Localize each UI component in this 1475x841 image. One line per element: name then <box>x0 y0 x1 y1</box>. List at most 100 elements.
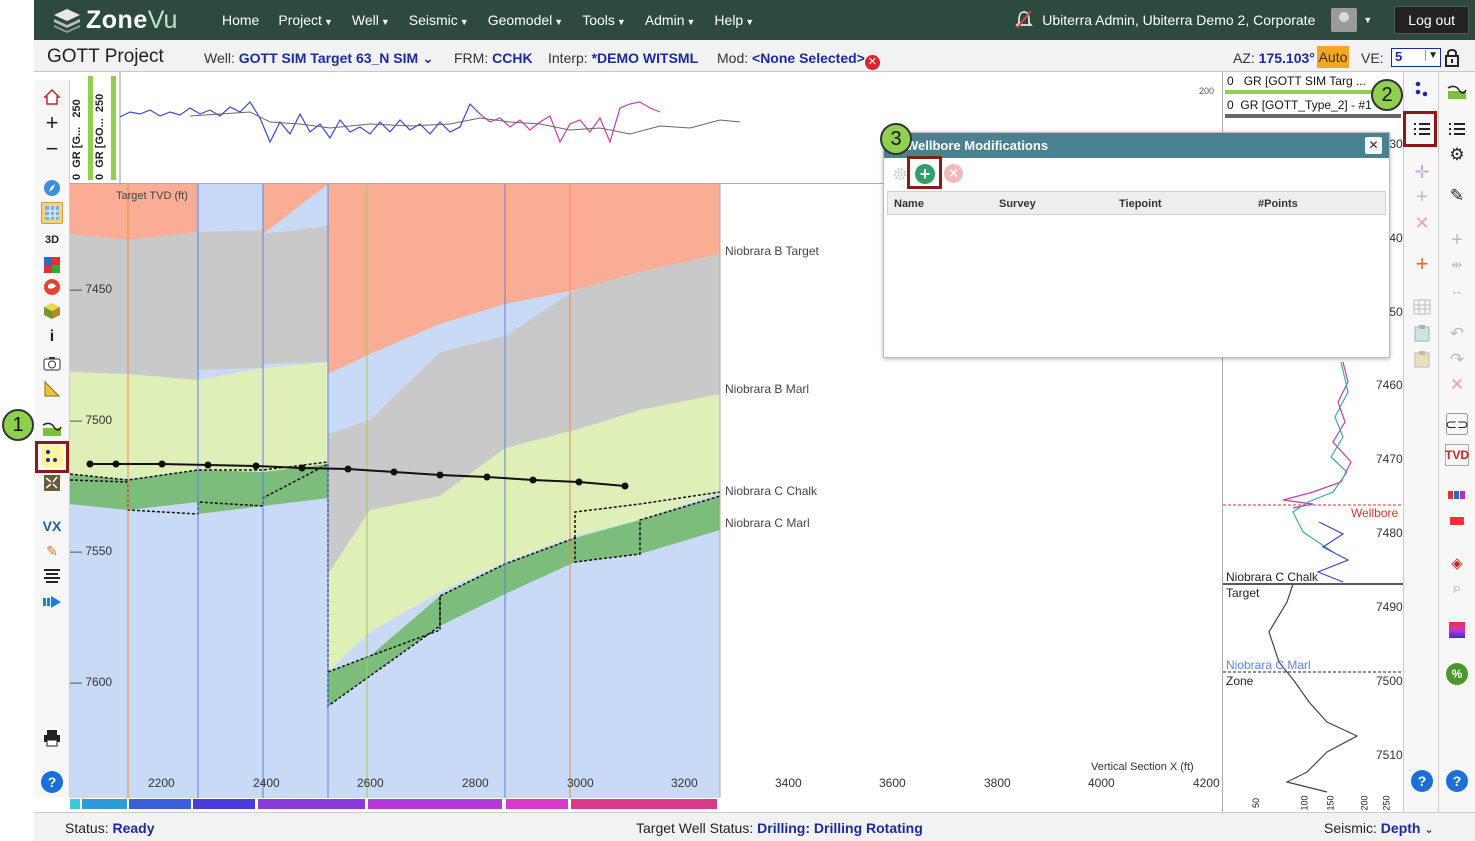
nav-geomodel[interactable]: Geomodel ▼ <box>488 12 564 28</box>
cross-section-view[interactable]: Target TVD (ft) — 7450 — 7500 — 7550 — 7… <box>70 184 1222 798</box>
chevron-down-icon: ⌄ <box>422 50 434 66</box>
points-icon[interactable] <box>41 445 63 467</box>
link-icon[interactable]: ⊂⊃ <box>1445 413 1469 435</box>
ruler-icon[interactable] <box>41 378 63 400</box>
column-header-name[interactable]: Name <box>894 198 924 210</box>
clipboard-icon[interactable] <box>1411 322 1433 344</box>
plus-icon[interactable]: + <box>1416 185 1428 208</box>
formation-label: Niobrara B Marl <box>725 382 810 396</box>
seismic-mode-selector[interactable]: Seismic: Depth ⌄ <box>1324 820 1434 836</box>
tvd-tick-value: 7600 <box>85 675 113 689</box>
nav-project[interactable]: Project ▼ <box>278 12 333 28</box>
split-icon[interactable]: ⇹ <box>1451 257 1463 272</box>
color-blocks-icon[interactable] <box>1446 484 1468 506</box>
table-icon[interactable] <box>1411 296 1433 318</box>
avatar[interactable] <box>1331 8 1358 32</box>
mod-field: Mod: <None Selected> ✕ <box>717 50 880 70</box>
seismic-icon[interactable] <box>41 254 63 276</box>
help-icon[interactable]: ? <box>1446 770 1468 792</box>
layers-icon[interactable]: ◈ <box>1451 555 1463 572</box>
vertical-exaggeration-select[interactable]: 5 ▼ <box>1391 48 1441 67</box>
crosshair-icon[interactable]: + <box>1415 251 1429 276</box>
auto-azimuth-button[interactable]: Auto <box>1317 46 1349 68</box>
compass-icon[interactable] <box>41 177 63 199</box>
red-block-icon[interactable] <box>1446 510 1468 532</box>
lines-icon[interactable] <box>41 565 63 587</box>
nav-help[interactable]: Help ▼ <box>714 12 754 28</box>
points-icon[interactable] <box>1411 78 1433 100</box>
remove-icon[interactable]: ✕ <box>1414 212 1430 233</box>
zoom-in-icon[interactable]: + <box>45 110 59 135</box>
well-selector[interactable]: Well: GOTT SIM Target 63_N SIM ⌄ <box>204 50 434 67</box>
chevron-down-icon: ▼ <box>323 17 333 27</box>
percent-icon[interactable]: % <box>1446 663 1468 685</box>
add-point-icon[interactable]: ✛ <box>1414 161 1430 182</box>
info-icon[interactable]: i <box>49 328 55 345</box>
nav-home[interactable]: Home <box>222 12 260 28</box>
home-icon[interactable] <box>41 86 63 108</box>
zonevu-logo[interactable]: Zone Vu <box>52 6 202 35</box>
column-header-tiepoint[interactable]: Tiepoint <box>1119 198 1162 210</box>
zoom-out-icon[interactable]: − <box>45 136 59 161</box>
curve-icon[interactable] <box>1446 80 1468 102</box>
mod-label: Mod: <box>717 50 749 66</box>
print-icon[interactable] <box>41 727 63 749</box>
clear-mod-icon[interactable]: ✕ <box>864 55 880 70</box>
dialog-title[interactable]: Wellbore Modifications <box>884 133 1389 158</box>
seismic-value: Depth <box>1380 820 1421 836</box>
gear-icon[interactable]: ⚙ <box>1449 145 1465 164</box>
lock-icon[interactable] <box>1444 47 1460 67</box>
chevron-down-icon[interactable]: ▼ <box>1363 15 1373 25</box>
notifications-off-icon[interactable] <box>1014 10 1034 30</box>
plus-icon[interactable]: + <box>1451 228 1463 251</box>
mod-value[interactable]: <None Selected> <box>752 50 865 66</box>
column-header-points[interactable]: #Points <box>1258 198 1298 210</box>
edit-icon[interactable]: ✎ <box>1449 186 1465 205</box>
wellbore-modifications-dialog: Wellbore Modifications ✕ + ✕ Name Survey… <box>883 132 1390 358</box>
help-icon[interactable]: ? <box>1411 770 1433 792</box>
delete-modification-button[interactable]: ✕ <box>944 164 963 183</box>
column-header-survey[interactable]: Survey <box>999 198 1036 210</box>
vx-icon[interactable]: VX <box>42 518 62 534</box>
project-header-bar: GOTT Project Well: GOTT SIM Target 63_N … <box>34 40 1475 72</box>
nav-well[interactable]: Well ▼ <box>352 12 390 28</box>
chevron-down-icon: ▼ <box>380 17 390 27</box>
nav-admin[interactable]: Admin ▼ <box>645 12 696 28</box>
bottom-scale-tick: 150 <box>1325 795 1336 811</box>
curve-icon[interactable] <box>41 417 63 439</box>
ve-label: VE: <box>1361 50 1384 66</box>
nav-seismic[interactable]: Seismic ▼ <box>409 12 469 28</box>
list-icon[interactable] <box>1411 118 1433 140</box>
undo-icon[interactable]: ↶ <box>1449 324 1465 343</box>
highlight-box-add-button <box>907 156 942 189</box>
top-navigation-bar: Zone Vu Home Project ▼ Well ▼ Seismic ▼ Geom… <box>34 0 1475 40</box>
scatter-icon[interactable] <box>41 472 63 494</box>
pencil-icon[interactable]: ✎ <box>46 542 58 559</box>
merge-icon[interactable]: ↔ <box>1450 282 1464 298</box>
camera-icon[interactable] <box>41 352 63 374</box>
clear-icon[interactable]: ✕ <box>1449 375 1465 394</box>
dialog-close-button[interactable]: ✕ <box>1365 137 1382 154</box>
nav-tools[interactable]: Tools ▼ <box>582 12 626 28</box>
grid-icon[interactable] <box>41 202 63 224</box>
globe-icon[interactable] <box>41 276 63 298</box>
tvd-toggle-button[interactable]: TVD <box>1445 444 1469 466</box>
help-icon[interactable]: ? <box>41 771 63 793</box>
logout-button[interactable]: Log out <box>1394 6 1469 34</box>
paste-icon[interactable] <box>1411 348 1433 370</box>
list-icon[interactable] <box>1446 118 1468 140</box>
nav-tools-label: Tools <box>582 12 615 28</box>
target-status-value: Drilling: Drilling Rotating <box>757 820 923 836</box>
add-modification-button[interactable]: + <box>915 164 935 184</box>
gear-icon[interactable] <box>892 166 908 182</box>
cube-icon[interactable] <box>41 300 63 322</box>
3d-icon[interactable]: 3D <box>44 234 60 246</box>
search-icon[interactable]: ⌕ <box>1452 580 1462 597</box>
vs-tick: 2200 <box>148 776 175 790</box>
vs-tick: 4000 <box>1088 776 1115 790</box>
color-scale-icon[interactable] <box>1446 619 1468 641</box>
arrow-icon[interactable] <box>41 591 63 613</box>
interp-value[interactable]: *DEMO WITSML <box>591 50 699 66</box>
chevron-down-icon: ▼ <box>459 17 469 27</box>
redo-icon[interactable]: ↷ <box>1449 350 1465 369</box>
